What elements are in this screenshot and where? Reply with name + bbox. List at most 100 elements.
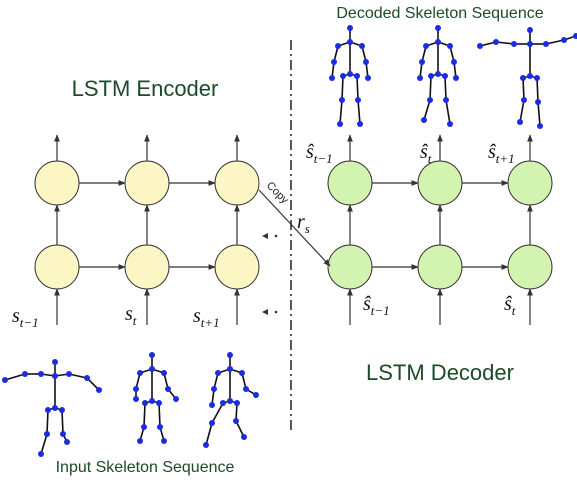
bone [520, 100, 524, 122]
joint [203, 442, 209, 448]
joint [359, 43, 365, 49]
joint [427, 97, 433, 103]
bone [358, 100, 360, 124]
lstm-cell [35, 245, 79, 289]
bone [424, 100, 430, 120]
base: r [297, 211, 305, 233]
bone [159, 403, 160, 427]
joint [543, 41, 549, 47]
joint [149, 366, 155, 372]
joint [493, 39, 499, 45]
joint [209, 402, 215, 408]
base: ŝ [363, 293, 371, 315]
joint [573, 33, 577, 39]
bone [206, 423, 212, 445]
joint [59, 407, 65, 413]
joint [44, 431, 50, 437]
joint [435, 39, 441, 45]
joint [534, 75, 540, 81]
joint [329, 75, 335, 81]
joint [161, 370, 167, 376]
pointer [262, 233, 268, 239]
joint [133, 396, 139, 402]
joint [517, 119, 523, 125]
joint [253, 392, 259, 398]
joint [435, 25, 441, 31]
lstm-cell [125, 245, 169, 289]
lstm-cell [125, 161, 169, 205]
joint [355, 97, 361, 103]
joint [52, 373, 58, 379]
joint [220, 400, 226, 406]
joint [442, 73, 448, 79]
copy-label: Copy [264, 180, 291, 207]
joint [157, 424, 163, 430]
bone [62, 410, 63, 434]
joint [227, 366, 233, 372]
base: s [12, 305, 20, 327]
lstm-cell [508, 245, 552, 289]
sub: t+1 [496, 151, 515, 166]
joint [142, 400, 148, 406]
lstm-cell [215, 245, 259, 289]
joint [149, 398, 155, 404]
joint [133, 386, 139, 392]
bone [430, 76, 431, 100]
joint [435, 71, 441, 77]
joint [347, 25, 353, 31]
joint [227, 398, 233, 404]
joint [453, 75, 459, 81]
joint [84, 375, 90, 381]
joint [337, 121, 343, 127]
joint [537, 123, 543, 129]
bone [537, 78, 538, 102]
joint [149, 352, 155, 358]
decoded-title: Decoded Skeleton Sequence [336, 5, 543, 22]
joint [45, 407, 51, 413]
output-label: ŝt−1 [306, 141, 333, 166]
joint [215, 370, 221, 376]
joint [243, 386, 249, 392]
joint [417, 75, 423, 81]
joint [38, 371, 44, 377]
sub: t−1 [20, 315, 39, 330]
dec-input-label: ŝt−1 [363, 293, 390, 318]
joint [340, 73, 346, 79]
encoder-title: LSTM Encoder [72, 76, 219, 101]
bone [446, 100, 450, 124]
base: ŝ [488, 141, 496, 163]
joint [527, 73, 533, 79]
joint [227, 352, 233, 358]
joint [234, 400, 240, 406]
bone [144, 403, 145, 427]
base: s [193, 305, 201, 327]
bone [340, 100, 342, 124]
joint [137, 438, 143, 444]
joint [66, 371, 72, 377]
joint [331, 59, 337, 65]
decoder-title: LSTM Decoder [366, 360, 514, 385]
joint [96, 387, 102, 393]
sub: t [428, 151, 432, 166]
joint [443, 97, 449, 103]
joint [52, 405, 58, 411]
sub: s [305, 221, 310, 236]
joint [428, 73, 434, 79]
bone [5, 374, 25, 380]
lstm-cell [328, 161, 372, 205]
input-label: st+1 [193, 305, 220, 330]
joint [527, 41, 533, 47]
base: ŝ [306, 141, 314, 163]
joint [561, 37, 567, 43]
joint [52, 359, 58, 365]
copy-vector: rs [297, 211, 310, 236]
diagram: Decoded Skeleton Sequence LSTM Encoder L… [0, 0, 577, 480]
bone [357, 76, 358, 100]
joint [22, 371, 28, 377]
pointer-dot [275, 235, 278, 238]
joint [173, 396, 179, 402]
joint [233, 418, 239, 424]
joint [423, 43, 429, 49]
arrow [259, 190, 330, 266]
input-label: st−1 [12, 305, 39, 330]
